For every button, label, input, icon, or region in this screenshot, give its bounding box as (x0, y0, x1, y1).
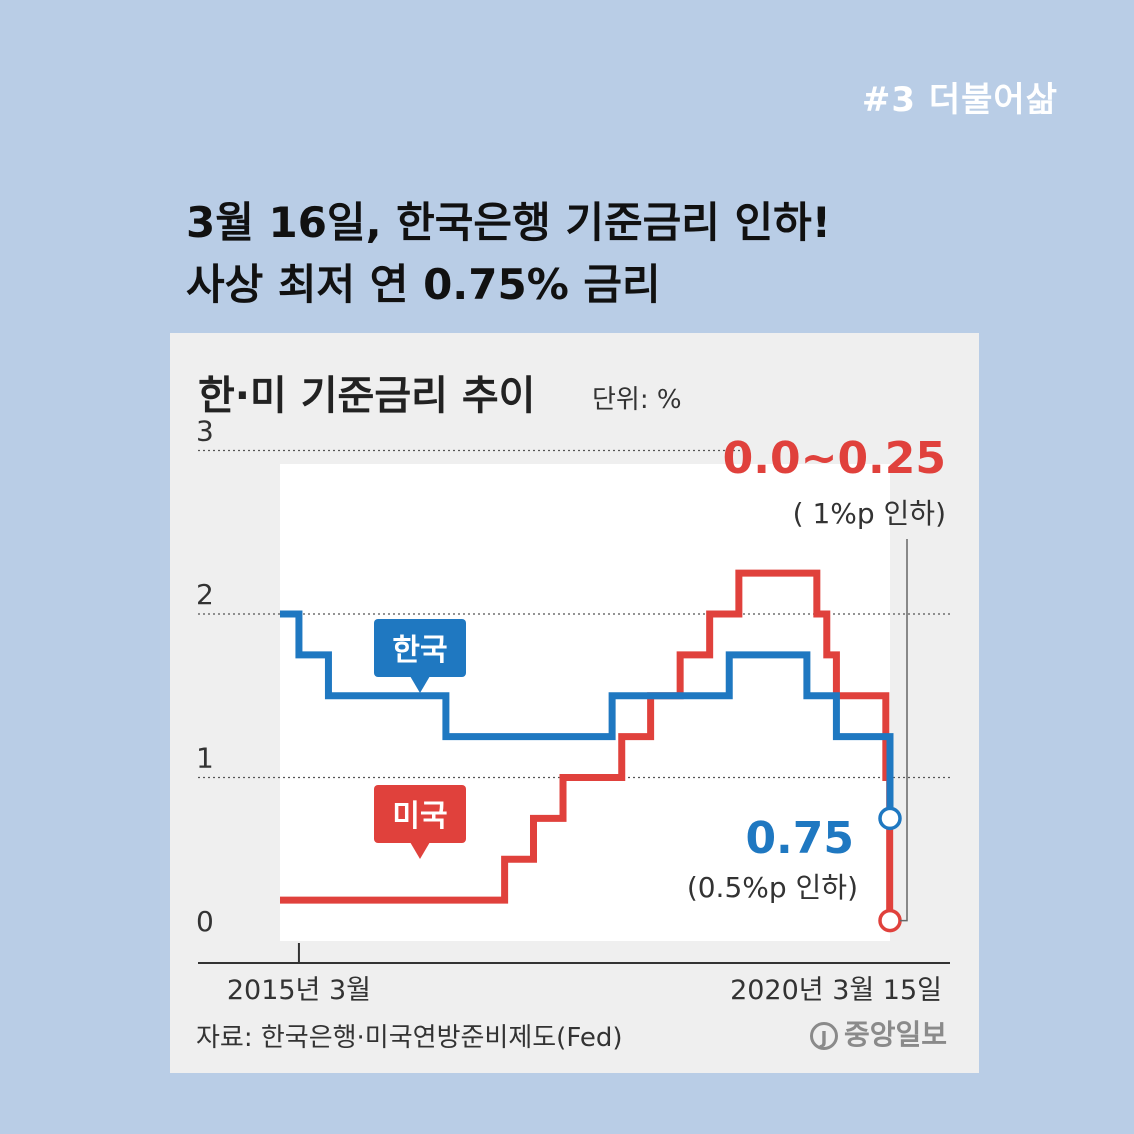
legend-us-box (374, 785, 466, 843)
rate-chart: 3 2 1 0 2015년 3월 2020년 3월 15일 0.0~0.25 ( 1%p 인하… (196, 415, 950, 1006)
end-point-korea (878, 806, 902, 831)
x-tick-label: 2020년 3월 15일 (730, 975, 942, 1006)
legend-korea-label: 한국 (392, 633, 447, 668)
series-line-us (280, 569, 894, 925)
headline-line-2: 사상 최저 연 0.75% 금리 (186, 260, 661, 309)
us-change-label: ( 1%p 인하) (793, 497, 946, 530)
legend-korea-box (374, 619, 466, 677)
y-tick-label: 3 (196, 415, 214, 448)
y-tick-label: 2 (196, 578, 214, 611)
korea-change-label: (0.5%p 인하) (687, 871, 858, 904)
y-tick-label: 0 (196, 905, 214, 938)
legend-korea-pointer (410, 676, 430, 693)
publisher-logo-icon: J (809, 1022, 838, 1050)
post-tag: #3 더불어삶 (861, 80, 1058, 120)
plot-area (280, 464, 890, 941)
chart-title: 한·미 기준금리 추이 (198, 373, 536, 419)
publisher-logo: J 중앙일보 (809, 1013, 947, 1053)
us-rate-label: 0.0~0.25 (723, 433, 946, 484)
end-point-us (878, 908, 902, 933)
legend-us-label: 미국 (392, 799, 447, 834)
headline-line-1: 3월 16일, 한국은행 기준금리 인하! (186, 198, 831, 247)
chart-unit: 단위: % (592, 385, 682, 415)
chart-card: 한·미 기준금리 추이 단위: % 3 2 1 0 2015년 3월 2020년 3월 1… (170, 333, 979, 1073)
leader-line (900, 539, 908, 922)
legend-us-pointer (410, 842, 430, 859)
source-note: 자료: 한국은행·미국연방준비제도(Fed) (196, 1023, 623, 1053)
x-tick-label: 2015년 3월 (227, 975, 371, 1006)
korea-rate-label: 0.75 (745, 813, 854, 864)
series-line-korea (280, 610, 894, 819)
publisher-logo-text: 중앙일보 (843, 1018, 947, 1051)
y-tick-label: 1 (196, 742, 214, 775)
headline: 3월 16일, 한국은행 기준금리 인하! 사상 최저 연 0.75% 금리 (186, 192, 831, 316)
